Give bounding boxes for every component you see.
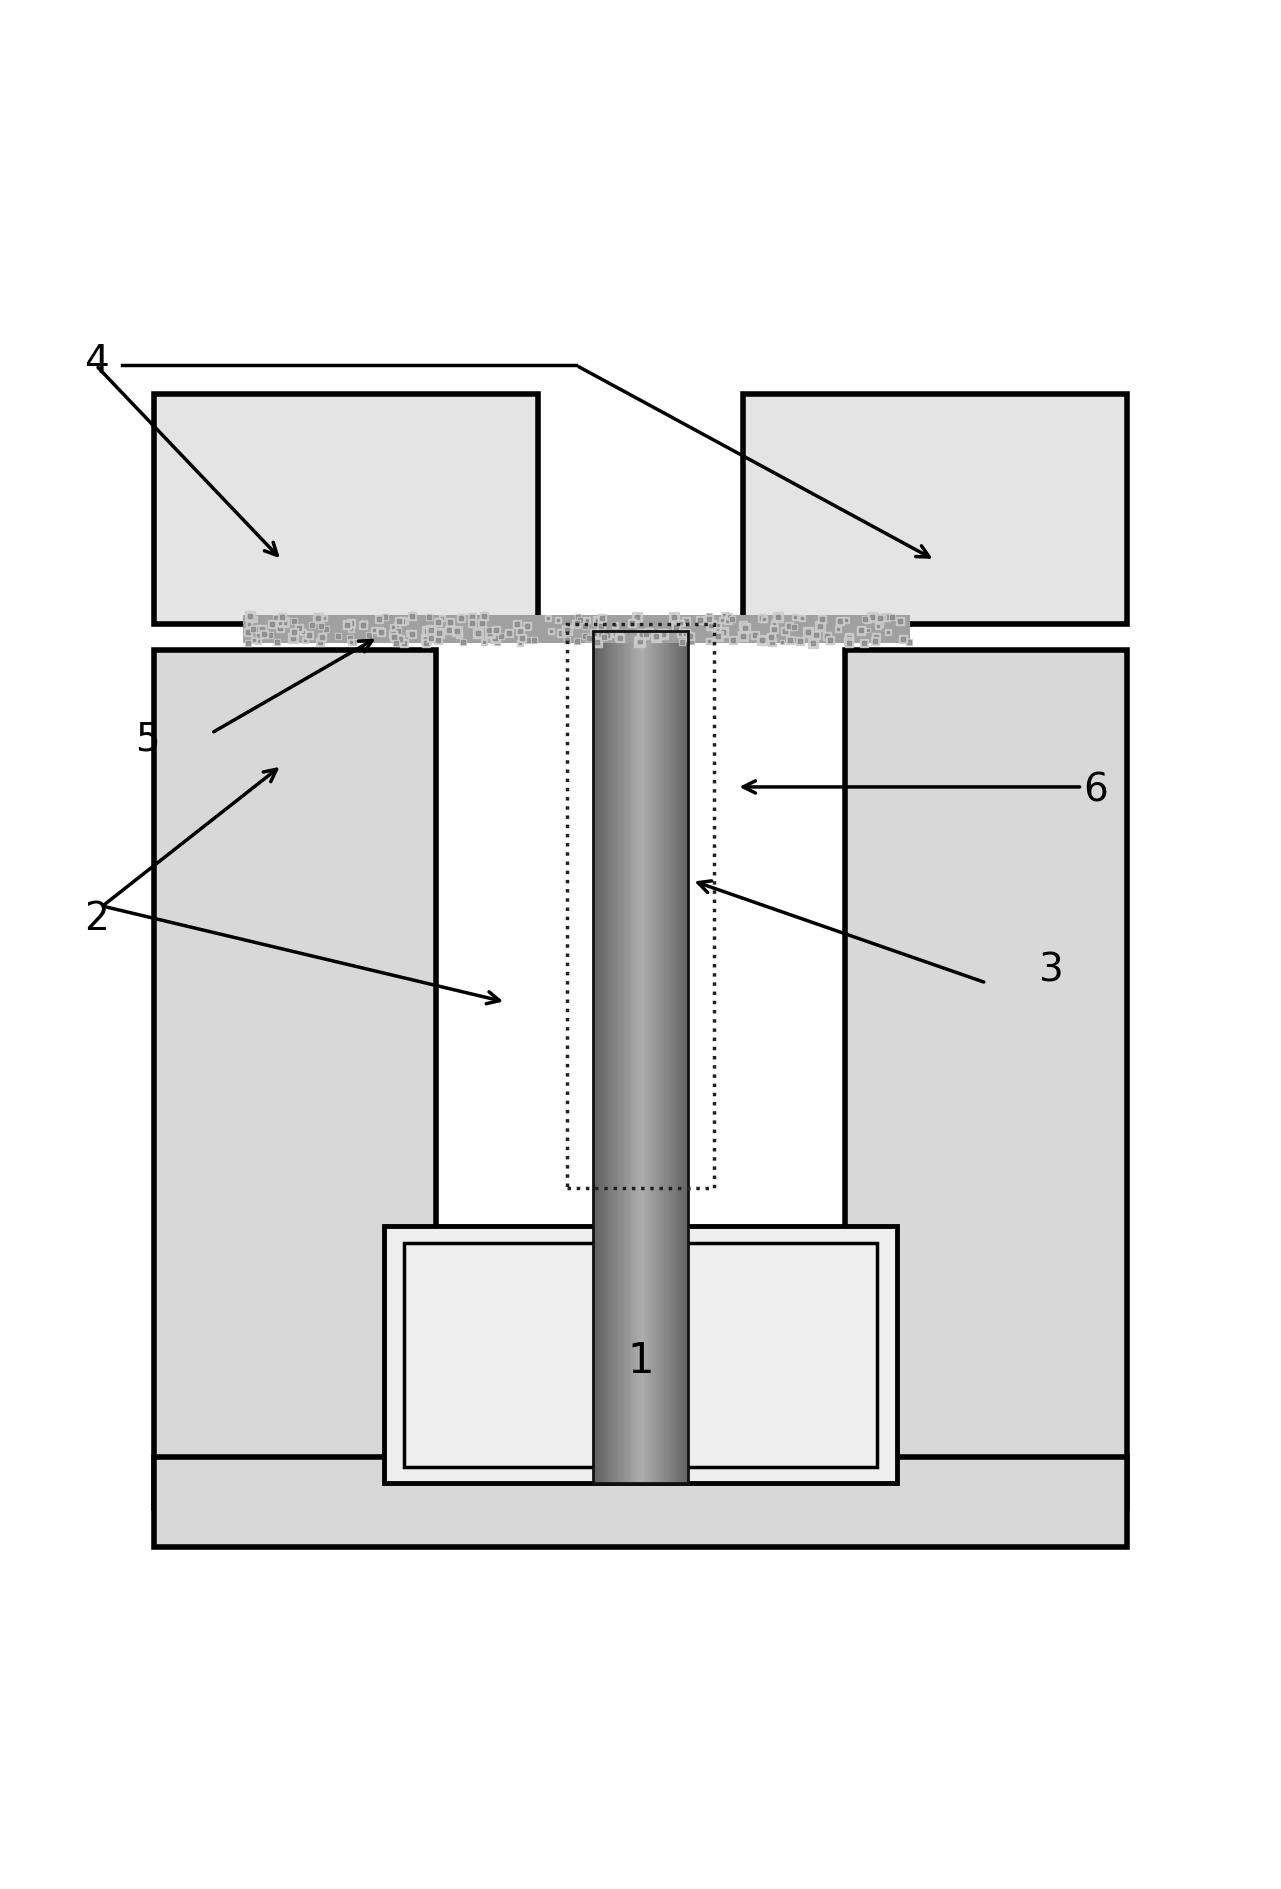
- Text: 3: 3: [1038, 952, 1063, 990]
- Bar: [593, 631, 688, 1483]
- Bar: [680, 631, 684, 1483]
- Bar: [743, 393, 1127, 623]
- Bar: [655, 631, 657, 1483]
- Bar: [638, 631, 642, 1483]
- Bar: [635, 631, 639, 1483]
- Bar: [629, 631, 632, 1483]
- Bar: [679, 631, 681, 1483]
- Bar: [640, 631, 643, 1483]
- Bar: [384, 1226, 897, 1483]
- Bar: [624, 631, 626, 1483]
- Bar: [154, 393, 538, 623]
- Bar: [567, 623, 714, 1188]
- Bar: [660, 631, 662, 1483]
- Bar: [605, 631, 608, 1483]
- Bar: [652, 631, 656, 1483]
- Bar: [649, 631, 653, 1483]
- Bar: [612, 631, 615, 1483]
- Bar: [621, 631, 625, 1483]
- Bar: [626, 631, 629, 1483]
- Bar: [671, 631, 674, 1483]
- Text: 4: 4: [83, 342, 109, 382]
- Text: 6: 6: [1082, 773, 1108, 810]
- Bar: [154, 650, 436, 1507]
- Bar: [685, 631, 689, 1483]
- Bar: [632, 631, 634, 1483]
- Bar: [648, 631, 651, 1483]
- Bar: [596, 631, 598, 1483]
- Bar: [676, 631, 679, 1483]
- Bar: [404, 1243, 877, 1468]
- Bar: [154, 1456, 1127, 1547]
- Text: 2: 2: [83, 899, 109, 937]
- Bar: [617, 631, 620, 1483]
- Bar: [243, 616, 910, 644]
- Bar: [674, 631, 676, 1483]
- Bar: [662, 631, 665, 1483]
- Text: 5: 5: [135, 720, 160, 759]
- Bar: [646, 631, 648, 1483]
- Bar: [610, 631, 612, 1483]
- Bar: [664, 631, 667, 1483]
- Bar: [593, 631, 596, 1483]
- Bar: [598, 631, 601, 1483]
- Bar: [607, 631, 610, 1483]
- Bar: [601, 631, 603, 1483]
- Bar: [619, 631, 623, 1483]
- Bar: [666, 631, 670, 1483]
- Text: 1: 1: [628, 1339, 653, 1383]
- Bar: [633, 631, 637, 1483]
- Bar: [643, 631, 646, 1483]
- Bar: [602, 631, 606, 1483]
- Bar: [845, 650, 1127, 1507]
- Bar: [657, 631, 660, 1483]
- Bar: [615, 631, 617, 1483]
- Bar: [669, 631, 673, 1483]
- Bar: [683, 631, 687, 1483]
